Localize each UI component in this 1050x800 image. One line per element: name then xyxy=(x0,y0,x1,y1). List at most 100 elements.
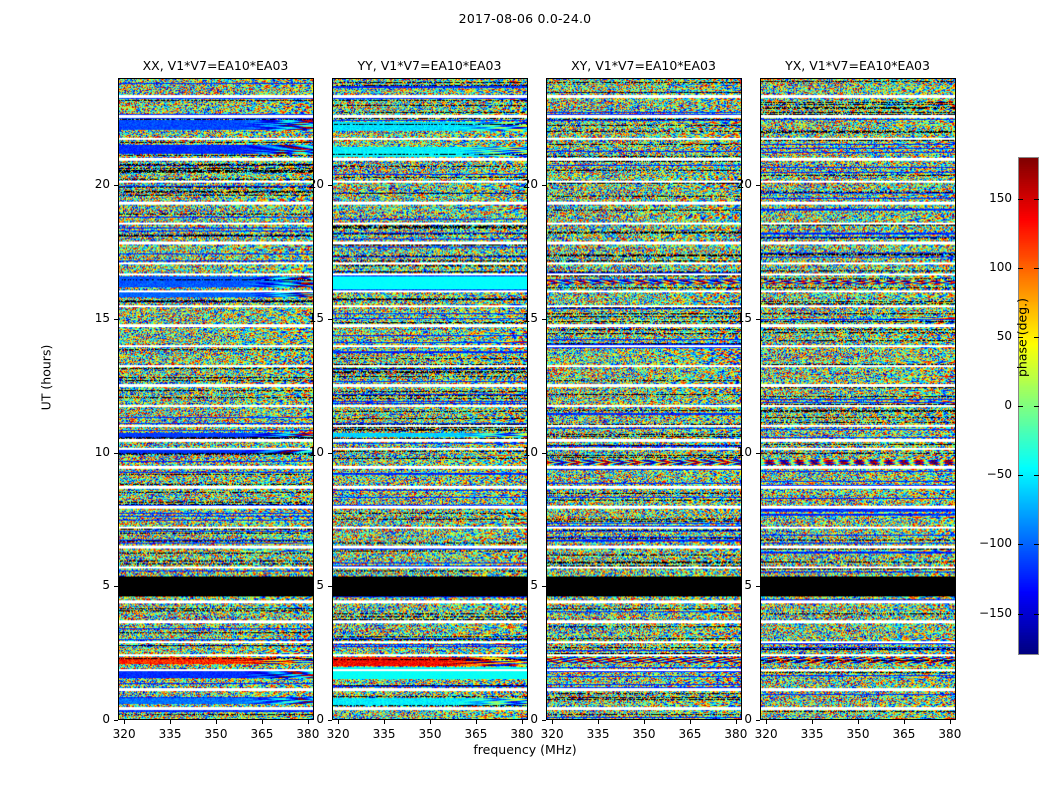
colorbar-tick-label: −150 xyxy=(979,605,1012,620)
y-tick-label: 15 xyxy=(736,310,752,325)
y-tick-mark xyxy=(542,185,546,186)
colorbar-tick-mark xyxy=(1018,267,1023,269)
x-tick-label: 335 xyxy=(158,727,182,741)
y-tick-label: 15 xyxy=(308,310,324,325)
heatmap-image-xy xyxy=(547,79,741,719)
heatmap-panel-xy[interactable] xyxy=(546,78,742,720)
y-tick-label: 5 xyxy=(316,578,324,593)
y-tick-mark xyxy=(542,452,546,454)
y-tick-label: 0 xyxy=(316,712,324,726)
x-tick-label: 320 xyxy=(754,727,778,741)
colorbar-tick-mark xyxy=(1018,198,1023,200)
x-tick-label: 365 xyxy=(892,727,916,741)
y-tick-mark xyxy=(756,318,760,320)
y-tick-mark xyxy=(328,318,332,320)
x-tick-mark xyxy=(216,720,217,724)
x-tick-mark xyxy=(124,720,126,724)
panel-title-yx: YX, V1*V7=EA10*EA03 xyxy=(785,58,930,73)
y-tick-label: 5 xyxy=(102,578,110,593)
x-tick-label: 380 xyxy=(296,727,320,741)
colorbar-tick-mark xyxy=(1018,336,1023,338)
y-tick-label: 5 xyxy=(744,578,752,593)
y-tick-label: 10 xyxy=(522,444,538,459)
x-tick-label: 350 xyxy=(204,727,228,741)
x-tick-label: 335 xyxy=(800,727,824,741)
colorbar-tick-label: 50 xyxy=(996,328,1012,343)
x-tick-mark xyxy=(689,720,691,724)
panel-title-xx: XX, V1*V7=EA10*EA03 xyxy=(142,58,289,73)
colorbar-tick-mark xyxy=(1034,613,1039,615)
x-tick-mark xyxy=(338,720,340,724)
heatmap-image-xx xyxy=(119,79,313,719)
colorbar-tick-mark xyxy=(1034,475,1039,477)
y-tick-label: 0 xyxy=(530,712,538,726)
x-tick-mark xyxy=(307,720,309,724)
y-tick-label: 20 xyxy=(736,177,752,191)
y-tick-mark xyxy=(328,586,332,588)
colorbar-tick-label: −100 xyxy=(979,536,1012,551)
y-tick-label: 15 xyxy=(522,310,538,325)
x-tick-mark xyxy=(766,720,768,724)
heatmap-image-yy xyxy=(333,79,527,719)
x-tick-mark xyxy=(384,720,386,724)
x-tick-label: 365 xyxy=(250,727,274,741)
x-tick-mark xyxy=(598,720,600,724)
y-tick-label: 0 xyxy=(102,712,110,726)
y-axis-label: UT (hours) xyxy=(38,344,54,411)
colorbar-tick-mark xyxy=(1034,544,1039,546)
y-tick-label: 10 xyxy=(94,444,110,459)
colorbar-tick-mark xyxy=(1034,406,1039,407)
figure-suptitle: 2017-08-06 0.0-24.0 xyxy=(458,11,592,26)
y-tick-mark xyxy=(114,720,118,721)
y-tick-label: 20 xyxy=(522,177,538,191)
x-tick-label: 380 xyxy=(724,727,748,741)
x-tick-mark xyxy=(644,720,645,724)
y-tick-mark xyxy=(756,586,760,588)
heatmap-image-yx xyxy=(761,79,955,719)
x-tick-label: 350 xyxy=(632,727,656,741)
y-tick-label: 20 xyxy=(94,177,110,191)
y-tick-mark xyxy=(114,452,118,454)
x-tick-mark xyxy=(430,720,431,724)
y-tick-mark xyxy=(756,185,760,186)
x-tick-label: 335 xyxy=(586,727,610,741)
x-tick-label: 320 xyxy=(540,727,564,741)
colorbar-tick-mark xyxy=(1018,475,1023,477)
x-axis-label: frequency (MHz) xyxy=(473,742,577,757)
y-tick-mark xyxy=(328,452,332,454)
colorbar-tick-label: 100 xyxy=(989,259,1012,274)
heatmap-panel-yy[interactable] xyxy=(332,78,528,720)
x-tick-mark xyxy=(475,720,477,724)
colorbar-tick-mark xyxy=(1018,406,1023,407)
x-tick-mark xyxy=(858,720,859,724)
x-tick-label: 380 xyxy=(510,727,534,741)
y-tick-mark xyxy=(542,318,546,320)
x-tick-label: 335 xyxy=(372,727,396,741)
colorbar-tick-label: 150 xyxy=(989,190,1012,205)
colorbar-tick-mark xyxy=(1034,336,1039,338)
x-tick-mark xyxy=(261,720,263,724)
colorbar-tick-mark xyxy=(1034,198,1039,200)
y-tick-mark xyxy=(542,720,546,721)
colorbar-tick-mark xyxy=(1034,267,1039,269)
y-tick-mark xyxy=(756,720,760,721)
x-tick-mark xyxy=(903,720,905,724)
panel-title-xy: XY, V1*V7=EA10*EA03 xyxy=(571,58,716,73)
x-tick-mark xyxy=(949,720,951,724)
heatmap-panel-yx[interactable] xyxy=(760,78,956,720)
heatmap-panel-xx[interactable] xyxy=(118,78,314,720)
y-tick-label: 15 xyxy=(94,310,110,325)
y-tick-label: 10 xyxy=(736,444,752,459)
y-tick-mark xyxy=(542,586,546,588)
x-tick-label: 380 xyxy=(938,727,962,741)
colorbar-tick-label: 0 xyxy=(1004,398,1012,412)
y-tick-label: 0 xyxy=(744,712,752,726)
y-tick-label: 20 xyxy=(308,177,324,191)
x-tick-mark xyxy=(812,720,814,724)
colorbar-gradient xyxy=(1019,158,1038,654)
colorbar-tick-mark xyxy=(1018,613,1023,615)
y-tick-mark xyxy=(114,318,118,320)
x-tick-label: 320 xyxy=(326,727,350,741)
x-tick-mark xyxy=(170,720,172,724)
